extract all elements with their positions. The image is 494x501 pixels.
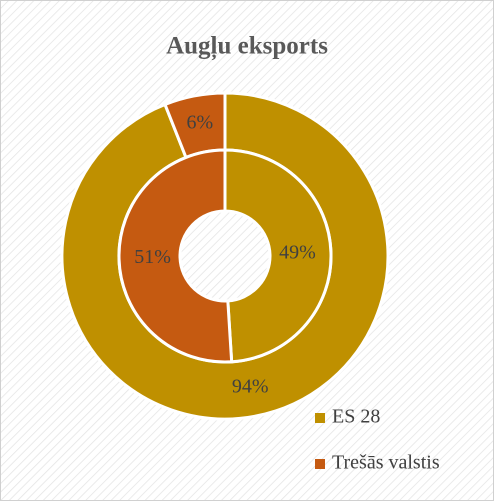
data-label: 49% xyxy=(279,241,316,263)
legend-label: ES 28 xyxy=(332,406,380,428)
legend-swatch xyxy=(315,413,325,423)
legend-label: Trešās valstis xyxy=(332,452,440,474)
data-label: 6% xyxy=(186,111,213,133)
donut-slice xyxy=(223,148,333,364)
data-label: 94% xyxy=(232,376,269,398)
legend-swatch xyxy=(315,459,325,469)
chart-title: Augļu eksports xyxy=(166,33,328,61)
data-label: 51% xyxy=(134,246,171,268)
donut-slice xyxy=(117,148,234,364)
